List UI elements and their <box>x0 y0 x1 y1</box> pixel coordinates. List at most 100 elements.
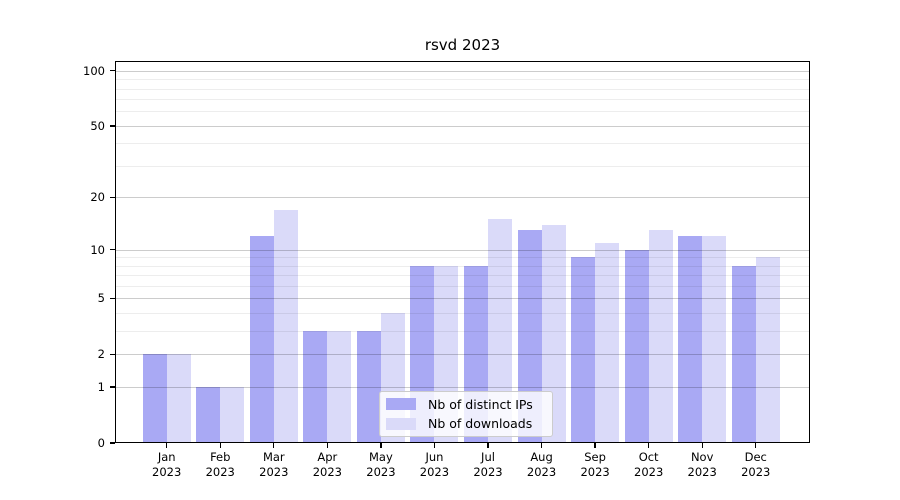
x-tick-year: 2023 <box>687 465 717 479</box>
bar-distinct-ips-nov <box>678 236 703 443</box>
y-tick-label-100: 100 <box>83 63 105 78</box>
gridline-minor-60 <box>115 111 810 113</box>
y-tick-label-1: 1 <box>97 380 105 395</box>
x-tick-year: 2023 <box>152 465 182 479</box>
bar-distinct-ips-dec <box>731 265 756 443</box>
x-tick-mark-jun <box>433 443 436 448</box>
x-tick-mark-aug <box>540 443 543 448</box>
x-tick-label-dec: Dec 2023 <box>724 450 788 480</box>
x-tick-label-feb: Feb 2023 <box>188 450 252 480</box>
y-tick-mark-1 <box>110 386 115 388</box>
x-tick-mark-apr <box>326 443 328 448</box>
x-tick-label-mar: Mar 2023 <box>242 450 306 480</box>
gridline-minor-40 <box>115 143 810 145</box>
x-tick-month: Oct <box>638 450 659 464</box>
legend-swatch-distinct-ips <box>386 398 416 411</box>
bar-distinct-ips-oct <box>624 249 649 443</box>
x-tick-year: 2023 <box>259 465 289 479</box>
x-tick-mark-mar <box>273 443 275 448</box>
gridline-major-20 <box>115 197 810 199</box>
y-tick-label-2: 2 <box>97 347 105 362</box>
bar-downloads-sep <box>595 242 620 443</box>
x-tick-label-sep: Sep 2023 <box>563 450 627 480</box>
legend-label-downloads: Nb of downloads <box>428 416 533 432</box>
x-tick-year: 2023 <box>580 465 610 479</box>
gridline-minor-9 <box>115 257 810 259</box>
x-tick-mark-feb <box>219 443 221 448</box>
x-tick-mark-sep <box>594 443 596 448</box>
x-tick-year: 2023 <box>526 465 557 479</box>
y-tick-mark-5 <box>110 297 115 300</box>
x-tick-month: Feb <box>210 450 231 464</box>
x-tick-label-jul: Jul 2023 <box>456 450 520 480</box>
x-tick-mark-jan <box>166 443 168 448</box>
x-tick-label-apr: Apr 2023 <box>295 450 359 480</box>
x-tick-year: 2023 <box>366 465 396 479</box>
x-tick-label-jun: Jun 2023 <box>402 450 466 480</box>
x-tick-label-jan: Jan 2023 <box>135 450 199 480</box>
x-tick-month: Mar <box>262 450 285 464</box>
y-tick-label-0: 0 <box>97 436 105 450</box>
plot-area: 0 1 2 5 10 20 50 100 Jan 2023 Feb 2023 Mar 2023 Apr 202… <box>83 61 810 479</box>
gridline-minor-30 <box>115 166 810 168</box>
x-tick-month: Jan <box>157 450 176 464</box>
gridline-minor-80 <box>115 88 810 90</box>
gridline-minor-90 <box>115 79 810 81</box>
gridline-minor-7 <box>115 275 810 277</box>
legend-label-distinct-ips: Nb of distinct IPs <box>428 396 533 412</box>
x-tick-mark-may <box>380 443 382 448</box>
y-tick-mark-0 <box>110 442 115 444</box>
x-tick-month: Aug <box>530 450 553 464</box>
x-tick-label-oct: Oct 2023 <box>617 450 681 480</box>
bar-distinct-ips-mar <box>249 236 274 443</box>
gridline-major-1 <box>115 387 810 389</box>
x-tick-month: Dec <box>744 450 767 464</box>
bar-distinct-ips-apr <box>303 331 328 443</box>
y-tick-mark-10 <box>110 248 115 251</box>
bar-distinct-ips-feb <box>196 387 221 443</box>
x-tick-month: Nov <box>690 450 714 464</box>
gridline-major-2 <box>115 354 810 356</box>
legend-swatch-downloads <box>386 417 416 430</box>
x-tick-month: Apr <box>317 450 338 464</box>
legend-entry-distinct-ips: Nb of distinct IPs <box>386 396 544 413</box>
y-tick-label-20: 20 <box>90 190 105 205</box>
x-tick-label-aug: Aug 2023 <box>510 450 574 480</box>
bar-downloads-oct <box>648 230 673 443</box>
gridline-minor-3 <box>115 331 810 333</box>
y-tick-label-5: 5 <box>97 291 105 306</box>
bar-downloads-nov <box>702 236 727 443</box>
y-tick-mark-2 <box>110 353 115 356</box>
legend-entry-downloads: Nb of downloads <box>386 416 544 433</box>
gridline-major-100 <box>115 70 810 72</box>
x-tick-year: 2023 <box>205 465 235 479</box>
y-tick-mark-50 <box>110 125 115 127</box>
x-tick-year: 2023 <box>473 465 503 479</box>
y-tick-mark-20 <box>110 196 115 199</box>
gridline-major-50 <box>115 125 810 127</box>
x-tick-month: May <box>369 450 393 464</box>
bar-downloads-apr <box>327 331 352 443</box>
x-tick-month: Jul <box>481 450 495 464</box>
x-tick-label-may: May 2023 <box>349 450 413 480</box>
x-tick-mark-oct <box>648 443 650 448</box>
bar-downloads-dec <box>755 257 780 443</box>
gridline-major-10 <box>115 249 810 251</box>
gridline-minor-70 <box>115 99 810 101</box>
x-tick-mark-jul <box>487 443 489 448</box>
x-tick-mark-dec <box>755 443 757 448</box>
x-tick-month: Jun <box>425 450 444 464</box>
bar-distinct-ips-jan <box>142 354 167 443</box>
bar-downloads-jan <box>166 354 191 443</box>
chart-title: rsvd 2023 <box>424 36 501 54</box>
x-tick-month: Sep <box>584 450 606 464</box>
gridline-minor-8 <box>115 265 810 267</box>
x-tick-year: 2023 <box>419 465 450 479</box>
bar-downloads-mar <box>273 209 298 443</box>
x-tick-mark-nov <box>701 443 703 448</box>
gridline-minor-4 <box>115 313 810 315</box>
y-tick-mark-100 <box>110 70 115 72</box>
gridline-minor-6 <box>115 286 810 288</box>
legend: Nb of distinct IPs Nb of downloads <box>379 391 553 437</box>
